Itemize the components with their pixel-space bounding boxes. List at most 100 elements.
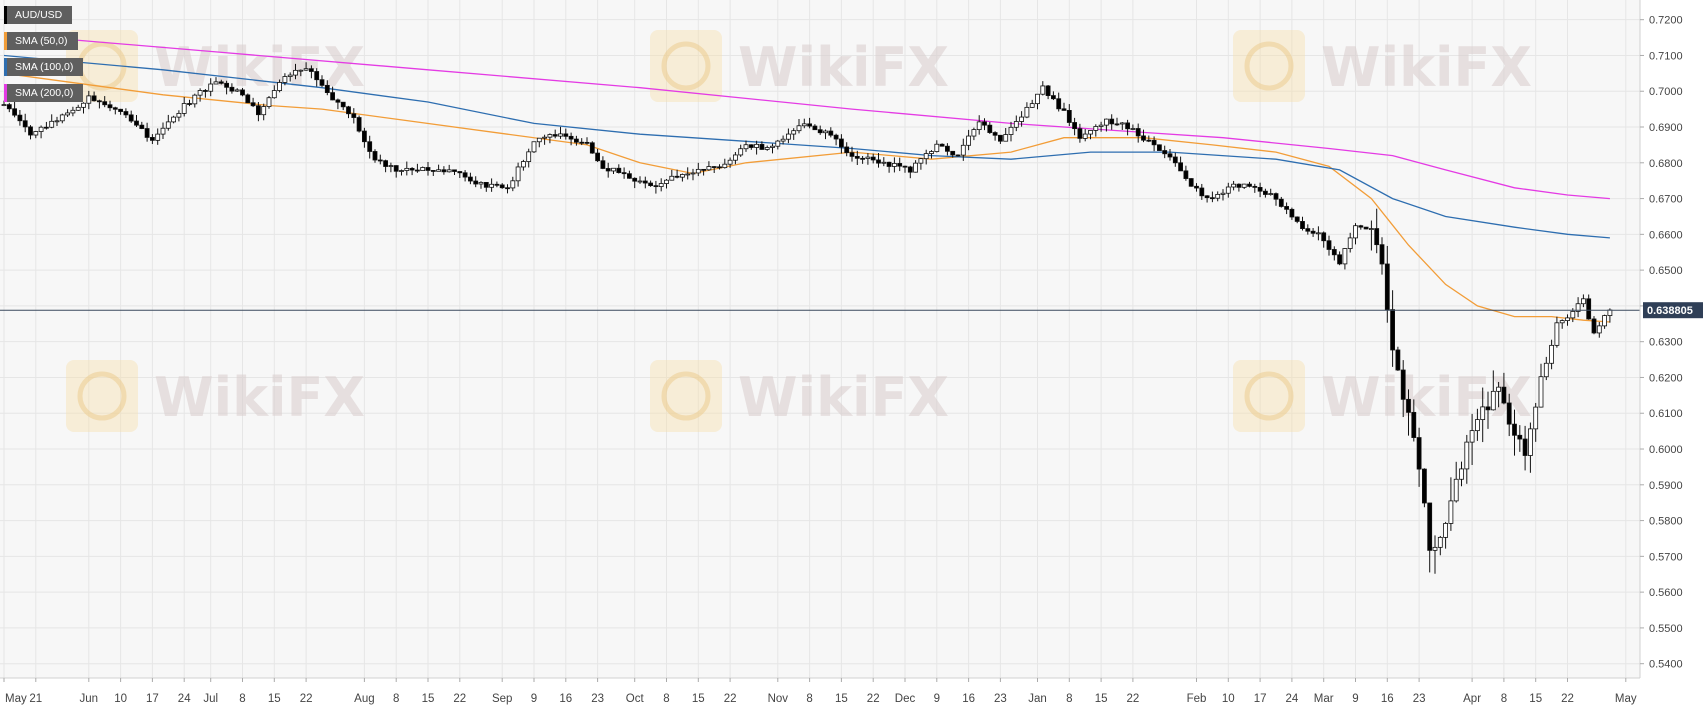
candle-body[interactable] (462, 172, 468, 178)
candle-body[interactable] (361, 130, 367, 143)
candle-body[interactable] (1157, 144, 1162, 151)
candle-body[interactable] (621, 172, 627, 175)
candle-body[interactable] (70, 109, 76, 114)
candle-body[interactable] (1570, 311, 1576, 319)
candle-body[interactable] (489, 183, 495, 188)
candle-body[interactable] (97, 100, 102, 103)
candle-body[interactable] (574, 138, 579, 143)
candle-body[interactable] (1581, 298, 1586, 305)
candle-body[interactable] (54, 120, 60, 123)
candle-body[interactable] (934, 143, 940, 152)
candle-body[interactable] (971, 129, 977, 137)
candle-body[interactable] (791, 130, 797, 135)
candle-body[interactable] (759, 143, 765, 150)
candle-body[interactable] (950, 150, 956, 156)
candle-body[interactable] (250, 102, 256, 107)
candle-body[interactable] (340, 101, 346, 108)
candle-body[interactable] (854, 155, 860, 159)
candle-body[interactable] (637, 180, 643, 183)
candle-body[interactable] (865, 156, 871, 159)
candle-body[interactable] (558, 133, 563, 137)
candle-body[interactable] (1284, 206, 1289, 210)
candle-body[interactable] (218, 81, 224, 84)
candle-body[interactable] (1172, 156, 1178, 164)
candle-body[interactable] (17, 114, 23, 122)
candle-body[interactable] (939, 143, 945, 147)
candle-body[interactable] (1019, 116, 1024, 122)
candle-body[interactable] (775, 140, 781, 147)
candle-body[interactable] (1141, 135, 1146, 141)
candle-body[interactable] (611, 167, 616, 172)
candle-body[interactable] (1437, 536, 1443, 548)
candle-body[interactable] (733, 154, 738, 161)
candle-body[interactable] (1045, 85, 1051, 96)
legend-item-sma50[interactable]: SMA (50,0) (4, 32, 78, 50)
candle-body[interactable] (1024, 106, 1030, 118)
candle-body[interactable] (764, 147, 770, 150)
candle-body[interactable] (192, 94, 198, 105)
candle-body[interactable] (303, 68, 309, 71)
candle-body[interactable] (642, 180, 648, 184)
candle-body[interactable] (881, 161, 887, 164)
candle-body[interactable] (1278, 198, 1284, 207)
candle-body[interactable] (1263, 190, 1268, 195)
candle-body[interactable] (627, 173, 632, 179)
candle-body[interactable] (1077, 128, 1083, 139)
candle-body[interactable] (346, 106, 351, 115)
candle-body[interactable] (1459, 468, 1464, 480)
candle-body[interactable] (658, 183, 664, 187)
candle-body[interactable] (1559, 320, 1565, 324)
candle-body[interactable] (266, 97, 272, 107)
candle-body[interactable] (155, 133, 161, 141)
candle-body[interactable] (388, 165, 394, 167)
candle-body[interactable] (1194, 185, 1199, 189)
candle-body[interactable] (202, 90, 208, 92)
candle-body[interactable] (372, 151, 378, 161)
candle-body[interactable] (1300, 221, 1305, 229)
candle-body[interactable] (75, 106, 81, 111)
candle-body[interactable] (1485, 406, 1491, 411)
candle-body[interactable] (1331, 249, 1337, 256)
candle-body[interactable] (1406, 398, 1411, 413)
candle-body[interactable] (118, 108, 123, 112)
candle-body[interactable] (1384, 263, 1390, 311)
candle-body[interactable] (1358, 225, 1364, 228)
candle-body[interactable] (1088, 130, 1093, 135)
candle-body[interactable] (1188, 178, 1194, 187)
candle-body[interactable] (293, 69, 298, 76)
candle-body[interactable] (1607, 309, 1613, 316)
candle-body[interactable] (452, 169, 457, 172)
candle-body[interactable] (149, 137, 155, 141)
candle-body[interactable] (823, 130, 828, 134)
candle-body[interactable] (330, 92, 336, 101)
candle-body[interactable] (6, 104, 12, 110)
candle-body[interactable] (1082, 133, 1088, 139)
candle-body[interactable] (165, 121, 171, 129)
candle-body[interactable] (12, 108, 18, 116)
candle-body[interactable] (224, 82, 230, 88)
candle-body[interactable] (1035, 93, 1040, 105)
candle-body[interactable] (521, 161, 526, 168)
candle-body[interactable] (261, 106, 267, 116)
candle-body[interactable] (1602, 315, 1607, 327)
candle-body[interactable] (1151, 139, 1157, 146)
candle-body[interactable] (430, 170, 436, 172)
candle-body[interactable] (1146, 139, 1152, 142)
candle-body[interactable] (754, 143, 759, 148)
candle-body[interactable] (1220, 192, 1226, 195)
candle-body[interactable] (923, 153, 929, 160)
candle-body[interactable] (213, 81, 219, 85)
candle-body[interactable] (1464, 441, 1470, 470)
candle-body[interactable] (1257, 187, 1263, 192)
candle-body[interactable] (1400, 369, 1406, 400)
legend-item-sma100[interactable]: SMA (100,0) (4, 58, 84, 76)
candle-body[interactable] (1273, 193, 1279, 200)
candle-body[interactable] (998, 134, 1003, 142)
candle-body[interactable] (1374, 228, 1380, 246)
candle-body[interactable] (255, 105, 261, 116)
candle-body[interactable] (844, 146, 850, 154)
candle-body[interactable] (743, 144, 749, 150)
candle-body[interactable] (579, 141, 585, 144)
candle-body[interactable] (229, 86, 235, 92)
